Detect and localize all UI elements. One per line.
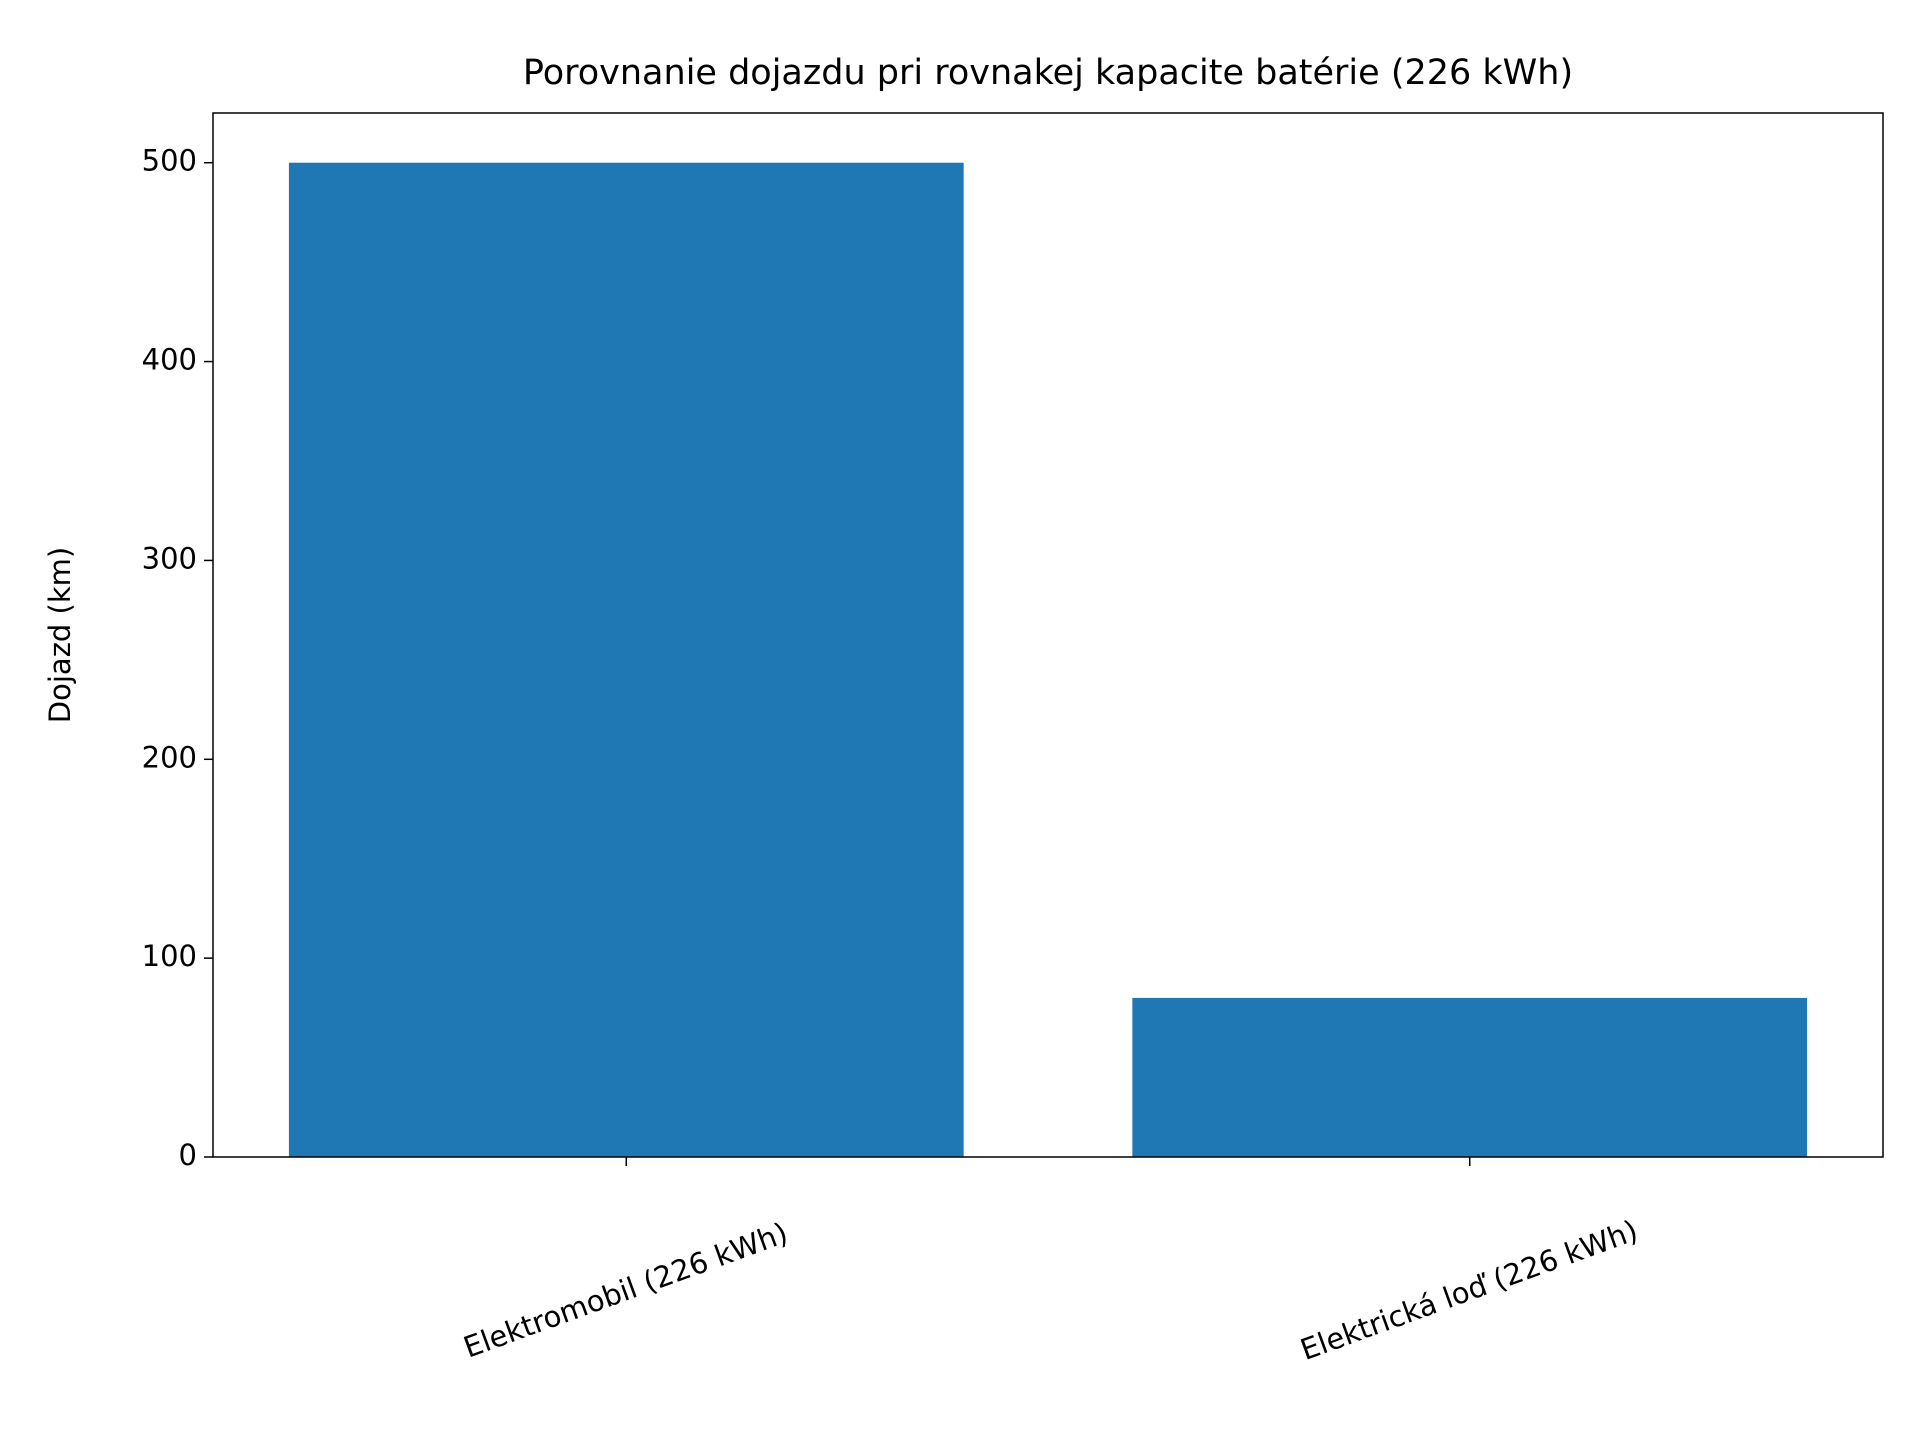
x-tick-label: Elektrická loď (226 kWh) xyxy=(1296,1213,1642,1367)
y-tick-label: 400 xyxy=(142,343,197,377)
y-tick-label: 300 xyxy=(142,541,197,575)
x-tick-label: Elektromobil (226 kWh) xyxy=(459,1216,792,1365)
chart-title: Porovnanie dojazdu pri rovnakej kapacite… xyxy=(523,53,1573,93)
y-tick-label: 100 xyxy=(142,939,197,973)
bar xyxy=(1132,997,1808,1157)
y-tick-label: 500 xyxy=(142,144,197,178)
y-axis-label: Dojazd (km) xyxy=(43,547,77,723)
y-tick-label: 200 xyxy=(142,740,197,774)
plot-frame xyxy=(212,112,1884,1158)
y-tick-label: 0 xyxy=(179,1138,197,1172)
bar xyxy=(288,162,964,1157)
